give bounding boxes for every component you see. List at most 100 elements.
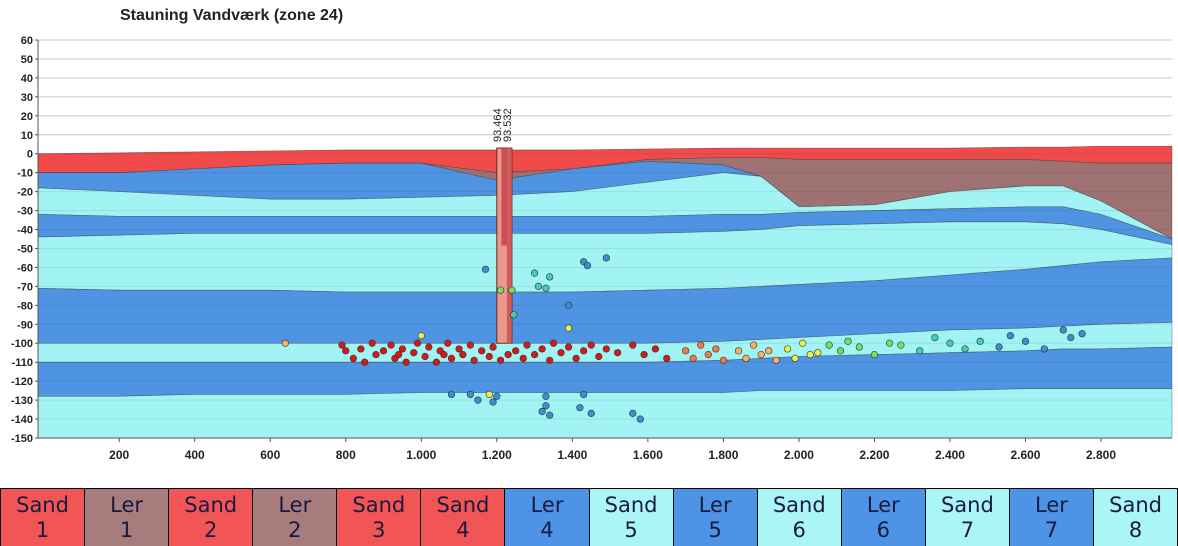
sample-point: [580, 391, 587, 398]
legend-number: 2: [288, 518, 301, 543]
legend-number: 7: [961, 518, 974, 543]
legend-name: Sand: [16, 493, 69, 518]
sample-point: [629, 342, 636, 349]
sample-point: [486, 391, 493, 398]
sample-point: [1007, 332, 1014, 339]
sample-point: [520, 355, 527, 362]
legend-number: 1: [120, 518, 133, 543]
legend-number: 3: [372, 518, 385, 543]
legend-name: Ler: [278, 493, 311, 518]
sample-point: [856, 344, 863, 351]
sample-point: [456, 346, 463, 353]
x-tick-label: 1.400: [557, 448, 587, 462]
y-tick-label: -60: [17, 262, 33, 274]
legend-number: 1: [36, 518, 49, 543]
sample-point: [471, 357, 478, 364]
sample-point: [799, 340, 806, 347]
y-tick-label: -140: [11, 414, 33, 426]
sample-point: [565, 344, 572, 351]
legend-number: 4: [456, 518, 469, 543]
y-tick-label: 50: [21, 54, 33, 66]
sample-point: [1079, 330, 1086, 337]
sample-point: [588, 342, 595, 349]
sample-point: [539, 408, 546, 415]
sample-point: [886, 340, 893, 347]
y-tick-label: 60: [21, 35, 33, 47]
sample-point: [845, 338, 852, 345]
sample-point: [1022, 338, 1029, 345]
sample-point: [373, 351, 380, 358]
y-tick-label: -70: [17, 281, 33, 293]
sample-point: [467, 391, 474, 398]
sample-point: [369, 340, 376, 347]
y-tick-label: 10: [21, 130, 33, 142]
y-tick-label: -30: [17, 206, 33, 218]
x-tick-label: 1.600: [633, 448, 663, 462]
sample-point: [467, 342, 474, 349]
sample-point: [433, 359, 440, 366]
sample-point: [743, 355, 750, 362]
x-tick-label: 200: [109, 448, 129, 462]
legend-number: 8: [1129, 518, 1142, 543]
sample-point: [490, 344, 497, 351]
sample-point: [735, 348, 742, 355]
legend-item: Sand4: [421, 489, 505, 546]
x-tick-label: 800: [336, 448, 356, 462]
chart: Stauning Vandværk (zone 24) 93.46493.532…: [0, 0, 1178, 480]
y-tick-label: 0: [27, 149, 33, 161]
sample-point: [565, 302, 572, 309]
legend-name: Sand: [1109, 493, 1162, 518]
y-tick-label: -20: [17, 187, 33, 199]
sample-point: [932, 334, 939, 341]
page: Stauning Vandværk (zone 24) 93.46493.532…: [0, 0, 1178, 546]
sample-point: [580, 348, 587, 355]
sample-point: [977, 338, 984, 345]
x-tick-label: 1.000: [406, 448, 436, 462]
y-tick-label: -90: [17, 319, 33, 331]
sample-point: [494, 393, 501, 400]
x-tick-label: 2.800: [1086, 448, 1116, 462]
x-tick-label: 2.000: [784, 448, 814, 462]
sample-point: [584, 262, 591, 269]
sample-point: [539, 346, 546, 353]
sample-point: [448, 355, 455, 362]
sample-point: [460, 351, 467, 358]
sample-point: [478, 348, 485, 355]
sample-point: [414, 340, 421, 347]
sample-point: [1060, 327, 1067, 334]
sample-point: [713, 346, 720, 353]
sample-point: [380, 348, 387, 355]
sample-point: [358, 346, 365, 353]
y-tick-label: -10: [17, 168, 33, 180]
legend-name: Sand: [605, 493, 658, 518]
sample-point: [418, 332, 425, 339]
sample-point: [543, 393, 550, 400]
x-tick-label: 600: [260, 448, 280, 462]
layer: [38, 389, 1172, 438]
sample-point: [444, 340, 451, 347]
sample-point: [603, 255, 610, 262]
sample-point: [535, 283, 542, 290]
sample-point: [448, 391, 455, 398]
sample-point: [614, 349, 621, 356]
sample-point: [705, 351, 712, 358]
sample-point: [546, 274, 553, 281]
y-tick-label: -100: [11, 338, 33, 350]
sample-point: [486, 353, 493, 360]
legend-number: 6: [793, 518, 806, 543]
sample-point: [558, 349, 565, 356]
sample-point: [807, 351, 814, 358]
sample-point: [342, 348, 349, 355]
sample-point: [361, 359, 368, 366]
legend-item: Ler6: [842, 489, 926, 546]
sample-point: [603, 346, 610, 353]
